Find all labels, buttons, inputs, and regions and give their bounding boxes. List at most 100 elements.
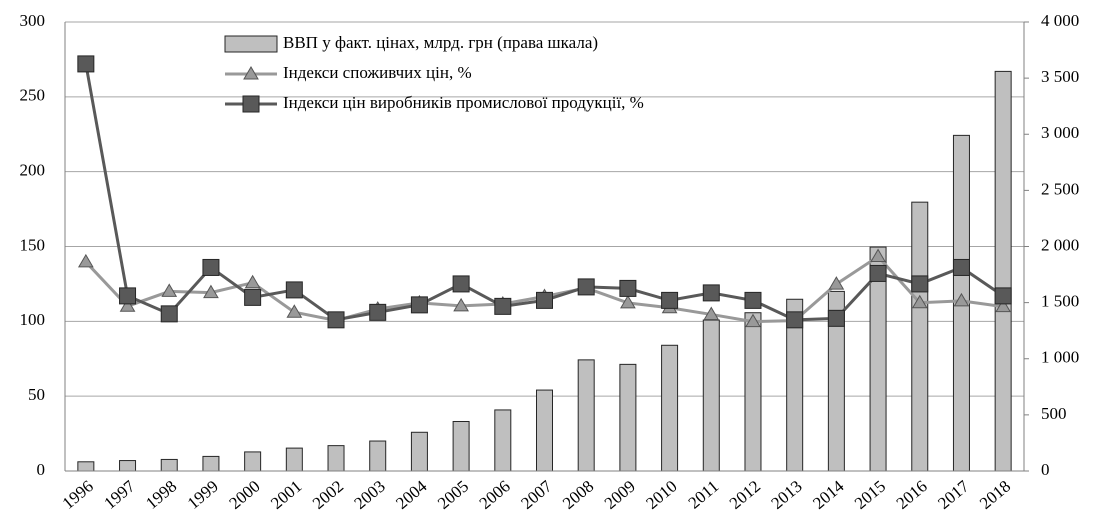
point-marker: [77, 55, 95, 73]
point-marker: [702, 284, 720, 302]
y-tick-label: 50: [28, 385, 45, 404]
bar: [244, 451, 262, 472]
point-marker: [952, 258, 970, 276]
legend-marker: [242, 95, 260, 113]
point-marker: [536, 291, 553, 309]
point-marker: [119, 287, 137, 305]
x-tick-label: 2017: [934, 476, 973, 513]
x-tick-label: 1996: [59, 477, 97, 513]
point-marker: [369, 303, 387, 321]
x-tick-label: 2005: [434, 477, 472, 513]
legend-label: Індекси цін виробників промислової проду…: [283, 93, 644, 112]
x-tick-label: 2011: [685, 477, 723, 513]
bar: [327, 445, 345, 472]
y2-tick-label: 500: [1041, 404, 1067, 423]
legend-item: Індекси споживчих цін, %: [225, 63, 472, 82]
point-marker: [286, 304, 303, 318]
point-marker: [160, 305, 178, 323]
y-tick-label: 0: [37, 460, 46, 479]
x-tick-label: 2007: [517, 476, 556, 513]
bar: [536, 389, 553, 472]
y2-tick-label: 1 000: [1041, 348, 1079, 367]
y-tick-label: 200: [20, 161, 46, 180]
y2-tick-label: 2 000: [1041, 235, 1079, 254]
point-marker: [161, 283, 178, 297]
x-tick-label: 2000: [225, 477, 263, 513]
point-marker: [244, 288, 262, 306]
bar: [702, 319, 720, 472]
x-tick-label: 2015: [851, 477, 889, 513]
point-marker: [453, 297, 469, 312]
x-tick-label: 1997: [100, 476, 139, 513]
x-tick-label: 2002: [309, 477, 347, 513]
point-marker: [77, 253, 94, 268]
point-marker: [786, 311, 804, 329]
legend-marker: [243, 66, 259, 80]
x-tick-label: 2006: [476, 477, 514, 513]
point-marker: [202, 258, 220, 276]
x-tick-label: 2004: [392, 476, 431, 513]
bar: [744, 312, 762, 472]
point-marker: [828, 276, 845, 290]
y-tick-label: 250: [20, 86, 46, 105]
x-tick-label: 2016: [893, 477, 931, 513]
legend-swatch: [224, 35, 278, 53]
point-marker: [452, 275, 470, 293]
x-tick-label: 2018: [976, 477, 1014, 513]
x-tick-label: 2003: [351, 477, 389, 513]
point-marker: [203, 284, 219, 299]
point-marker: [911, 275, 929, 293]
bar: [285, 447, 303, 472]
point-marker: [119, 298, 136, 312]
bar: [577, 359, 595, 472]
point-marker: [870, 248, 886, 263]
x-tick-label: 2012: [726, 477, 764, 513]
point-marker: [744, 291, 762, 309]
legend-label: Індекси споживчих цін, %: [283, 63, 472, 82]
x-tick-label: 2014: [809, 476, 848, 513]
bar: [77, 461, 95, 472]
legend-item: Індекси цін виробників промислової проду…: [225, 93, 644, 113]
legend-item: ВВП у факт. цінах, млрд. грн (права шкал…: [224, 33, 598, 53]
bar: [160, 458, 178, 472]
bar: [994, 70, 1012, 472]
y2-tick-label: 0: [1041, 460, 1050, 479]
point-marker: [244, 274, 261, 289]
legend-label: ВВП у факт. цінах, млрд. грн (права шкал…: [283, 33, 598, 52]
x-tick-label: 1998: [142, 477, 180, 513]
y2-tick-label: 4 000: [1041, 11, 1079, 30]
point-marker: [494, 297, 512, 315]
x-tick-label: 2008: [559, 477, 597, 513]
point-marker: [869, 264, 887, 282]
point-marker: [994, 287, 1012, 305]
x-tick-label: 2009: [601, 477, 639, 513]
point-marker: [327, 311, 345, 329]
y2-tick-label: 1 500: [1041, 292, 1079, 311]
point-marker: [911, 294, 928, 309]
point-marker: [745, 313, 761, 328]
point-marker: [953, 292, 970, 307]
y2-tick-label: 3 500: [1041, 67, 1079, 86]
point-marker: [995, 298, 1012, 313]
point-marker: [827, 309, 845, 327]
point-marker: [285, 281, 303, 299]
y-tick-label: 150: [20, 235, 46, 254]
bar: [119, 460, 137, 472]
y-tick-label: 300: [20, 11, 46, 30]
point-marker: [410, 296, 428, 314]
point-marker: [703, 306, 720, 320]
y-tick-label: 100: [20, 310, 46, 329]
bar: [494, 409, 512, 472]
bar: [619, 363, 637, 472]
x-tick-label: 1999: [184, 477, 222, 513]
bar: [410, 431, 428, 472]
bar: [911, 201, 929, 472]
y2-tick-label: 3 000: [1041, 123, 1079, 142]
bar: [202, 455, 220, 472]
point-marker: [619, 279, 637, 297]
point-marker: [620, 294, 636, 309]
x-tick-label: 2013: [767, 477, 805, 513]
bar: [661, 344, 679, 472]
point-marker: [661, 291, 679, 309]
